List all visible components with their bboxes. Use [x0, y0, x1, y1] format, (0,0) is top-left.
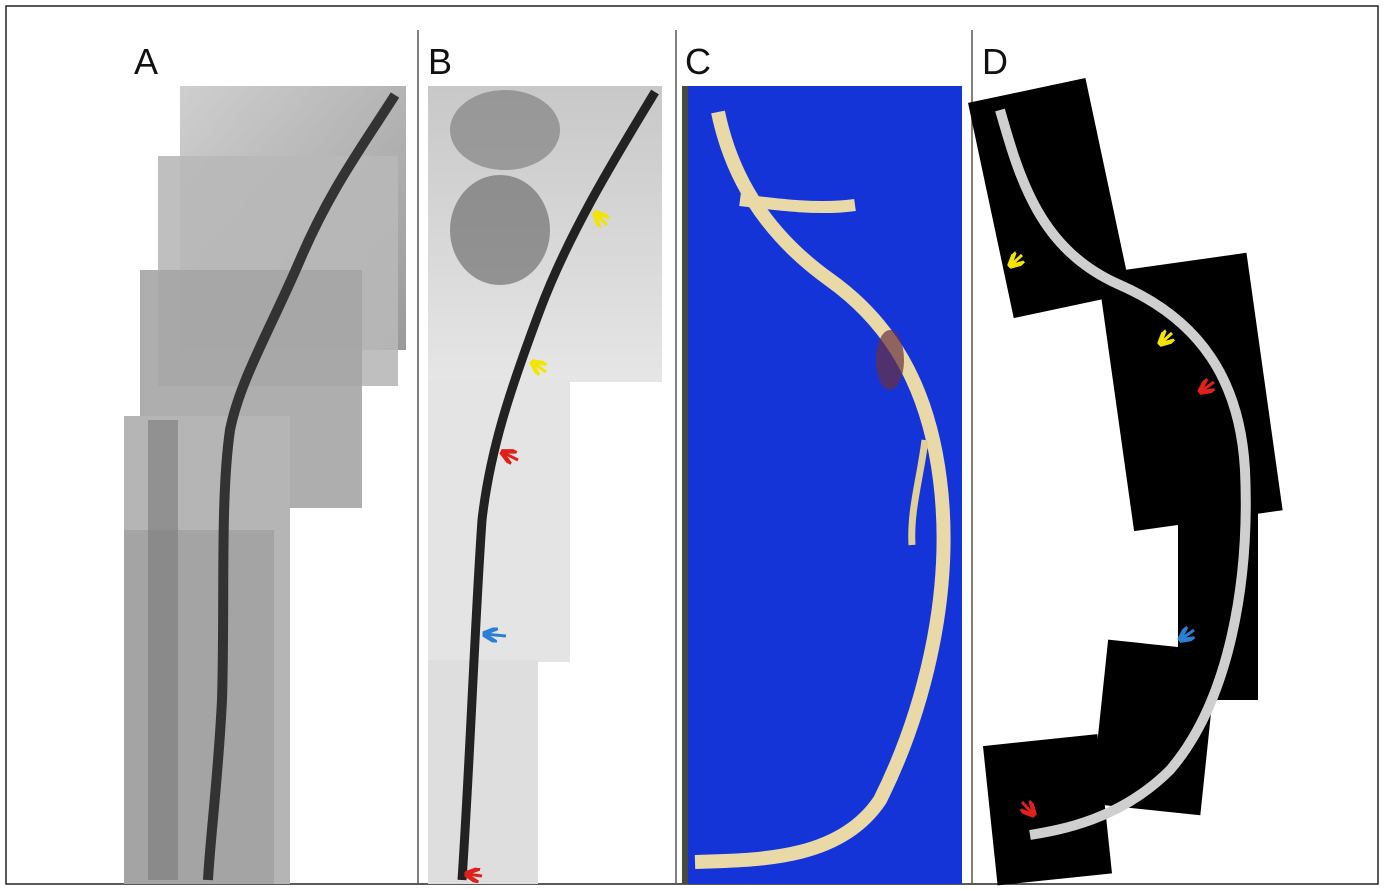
panel-b-image [428, 86, 662, 884]
page: {"panels": [{"label": "A"}, {"label": "B… [0, 0, 1384, 890]
arrow [466, 874, 482, 876]
panel-label: A [134, 41, 158, 82]
panel-a-image [124, 86, 406, 884]
body: A B C D (() => { const [0, 0, 1384, 890]
panel-label: B [428, 41, 452, 82]
panel-label: D [982, 41, 1008, 82]
panel-d-image [968, 78, 1283, 885]
panel-label: C [685, 41, 711, 82]
arrow [484, 634, 506, 636]
figure: A B C D [0, 0, 1384, 890]
panel-c-image [682, 86, 962, 884]
